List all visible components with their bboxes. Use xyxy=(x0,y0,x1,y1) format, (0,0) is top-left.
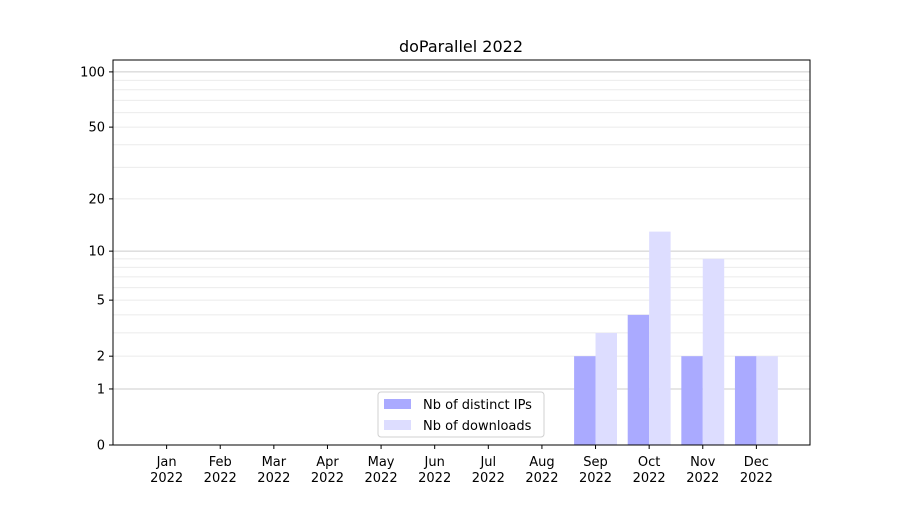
x-tick-label: 2022 xyxy=(150,471,183,486)
y-tick-label: 20 xyxy=(88,192,105,207)
y-tick-label: 10 xyxy=(88,245,105,260)
legend-label: Nb of downloads xyxy=(423,419,532,434)
x-tick-label: Apr xyxy=(316,455,339,470)
x-tick-label: Oct xyxy=(638,455,660,470)
chart-title: doParallel 2022 xyxy=(399,37,523,56)
bar-nb-of-downloads xyxy=(649,231,671,445)
x-tick-label: Sep xyxy=(583,455,608,470)
x-tick-label: 2022 xyxy=(740,471,773,486)
x-tick-label: Jan xyxy=(156,455,177,470)
bar-nb-of-downloads xyxy=(756,356,778,445)
x-tick-label: 2022 xyxy=(204,471,237,486)
x-tick-label: 2022 xyxy=(311,471,344,486)
legend-swatch xyxy=(384,420,411,430)
x-tick-label: 2022 xyxy=(579,471,612,486)
legend-label: Nb of distinct IPs xyxy=(423,398,532,413)
x-tick-label: Feb xyxy=(209,455,232,470)
bar-nb-of-distinct-ips xyxy=(734,356,757,445)
x-tick-label: 2022 xyxy=(525,471,558,486)
legend-swatch xyxy=(384,399,411,409)
x-tick-label: Dec xyxy=(744,455,769,470)
x-tick-label: 2022 xyxy=(418,471,451,486)
y-tick-label: 2 xyxy=(97,350,105,365)
legend: Nb of distinct IPs Nb of downloads xyxy=(377,391,545,438)
y-tick-label: 5 xyxy=(97,294,105,309)
bar-nb-of-downloads xyxy=(702,258,725,445)
bar-nb-of-distinct-ips xyxy=(627,314,650,445)
x-tick-label: 2022 xyxy=(472,471,505,486)
plot-frame xyxy=(112,59,811,446)
bar-nb-of-downloads xyxy=(595,332,617,445)
x-tick-label: 2022 xyxy=(365,471,398,486)
x-tick-label: Jul xyxy=(479,455,496,470)
x-tick-label: Jun xyxy=(424,455,445,470)
x-tick-label: 2022 xyxy=(633,471,666,486)
y-tick-label: 0 xyxy=(97,439,105,454)
x-tick-label: Mar xyxy=(262,455,287,470)
y-tick-label: 100 xyxy=(80,65,105,80)
x-tick-label: May xyxy=(368,455,395,470)
y-tick-label: 50 xyxy=(88,121,105,136)
bar-nb-of-distinct-ips xyxy=(681,356,703,445)
x-tick-label: 2022 xyxy=(686,471,719,486)
bar-nb-of-distinct-ips xyxy=(574,356,596,445)
x-tick-label: 2022 xyxy=(257,471,290,486)
x-tick-label: Nov xyxy=(690,455,716,470)
x-tick-label: Aug xyxy=(529,455,554,470)
legend-box xyxy=(377,391,545,438)
y-tick-label: 1 xyxy=(97,382,105,397)
